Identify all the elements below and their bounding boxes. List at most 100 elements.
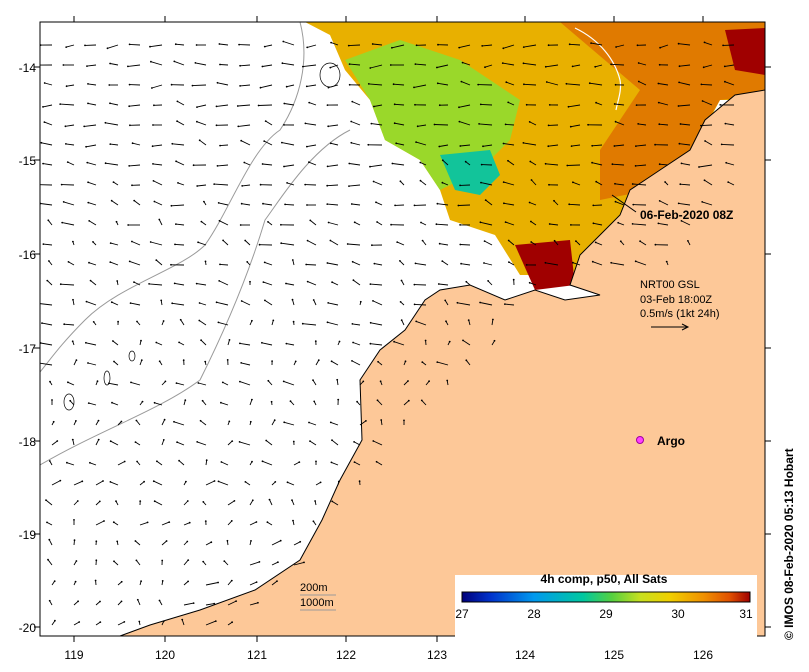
current-vector-head (611, 163, 614, 166)
current-vector (442, 159, 449, 166)
current-vector-head (92, 321, 95, 323)
current-vector-head (250, 540, 252, 542)
current-vector (286, 343, 295, 346)
current-vector-head (457, 204, 460, 207)
current-vector (60, 103, 75, 106)
latitude-axis: -14 -15 -16 -17 -18 -19 -20 (19, 61, 37, 635)
current-vector (403, 380, 409, 386)
current-vector-head (376, 221, 378, 223)
current-vector (240, 84, 251, 87)
current-vector-head (181, 618, 184, 621)
current-vector (66, 462, 75, 466)
current-vector-head (110, 199, 113, 202)
current-vector-head (249, 420, 252, 423)
current-vector-head (179, 318, 182, 321)
current-vector (60, 283, 75, 286)
current-vector (177, 182, 185, 186)
current-vector-head (87, 201, 90, 204)
lat-tick-label: -15 (19, 154, 37, 168)
current-vector-head (202, 501, 205, 503)
current-vector-head (482, 145, 484, 148)
current-vector-head (274, 481, 277, 483)
current-vector (354, 461, 361, 466)
current-vector-head (220, 401, 222, 404)
current-vector (484, 240, 493, 246)
current-vector (331, 439, 339, 446)
current-vector (205, 480, 215, 486)
current-vector (112, 340, 119, 346)
current-vector-head (78, 621, 81, 623)
current-vector-head (305, 263, 308, 266)
current-vector-head (635, 104, 638, 106)
current-vector (347, 243, 361, 246)
current-vector (87, 181, 97, 186)
current-vector (249, 521, 257, 526)
colorbar-gradient (461, 591, 751, 603)
current-vector (330, 42, 339, 46)
current-vector (327, 321, 339, 326)
current-vector (271, 419, 276, 426)
current-vector-head (487, 280, 489, 282)
current-vector-head (217, 202, 220, 204)
current-vector-head (205, 459, 208, 462)
current-vector-head (283, 165, 285, 168)
current-vector-head (43, 82, 46, 84)
current-vector-head (724, 80, 726, 83)
current-vector (174, 60, 185, 66)
current-vector-head (677, 42, 680, 45)
current-vector-head (590, 42, 592, 44)
current-vector (40, 203, 53, 206)
current-vector (639, 240, 647, 246)
current-vector (569, 203, 581, 206)
current-vector-head (367, 143, 370, 146)
current-vector-head (153, 104, 155, 107)
current-vector-head (161, 580, 164, 582)
current-vector (135, 540, 141, 546)
current-vector-head (261, 341, 263, 344)
current-vector-head (116, 280, 119, 282)
current-vector (154, 402, 163, 406)
current-vector-head (136, 320, 138, 323)
current-vector (264, 300, 273, 306)
current-vector-field (40, 40, 735, 626)
current-vector-head (240, 362, 243, 364)
current-vector-head (133, 199, 136, 202)
current-vector (508, 240, 515, 246)
current-vector-head (679, 183, 682, 186)
current-vector-head (75, 420, 77, 422)
current-vector (704, 140, 713, 146)
current-vector-head (128, 43, 131, 46)
current-vector-head (353, 461, 356, 463)
current-vector-head (502, 47, 505, 50)
current-vector-head (326, 104, 329, 106)
current-vector-head (216, 165, 219, 167)
current-vector-head (255, 581, 258, 583)
current-vector-head (309, 440, 311, 442)
current-vector (330, 421, 339, 426)
current-vector-head (109, 102, 111, 105)
current-vector (569, 43, 581, 46)
current-vector-head (528, 281, 531, 284)
current-vector-head (330, 41, 332, 44)
current-vector (87, 102, 97, 106)
current-vector (420, 180, 427, 186)
current-vector-head (116, 540, 119, 543)
current-vector-head (351, 260, 354, 263)
current-vector-head (270, 400, 273, 403)
current-vector-head (195, 44, 198, 46)
current-vector-head (553, 239, 556, 242)
current-vector-head (525, 264, 528, 266)
current-vector-head (305, 85, 308, 88)
current-vector (175, 43, 185, 46)
current-vector (195, 62, 207, 66)
current-vector-head (658, 200, 661, 202)
current-vector (727, 181, 735, 186)
current-vector-head (359, 300, 362, 303)
current-vector-head (465, 359, 468, 362)
current-vector (438, 283, 449, 286)
current-vector (371, 123, 383, 126)
current-vector (462, 340, 471, 346)
current-vector-head (97, 438, 100, 441)
current-vector (439, 144, 449, 147)
current-vector (43, 243, 53, 246)
